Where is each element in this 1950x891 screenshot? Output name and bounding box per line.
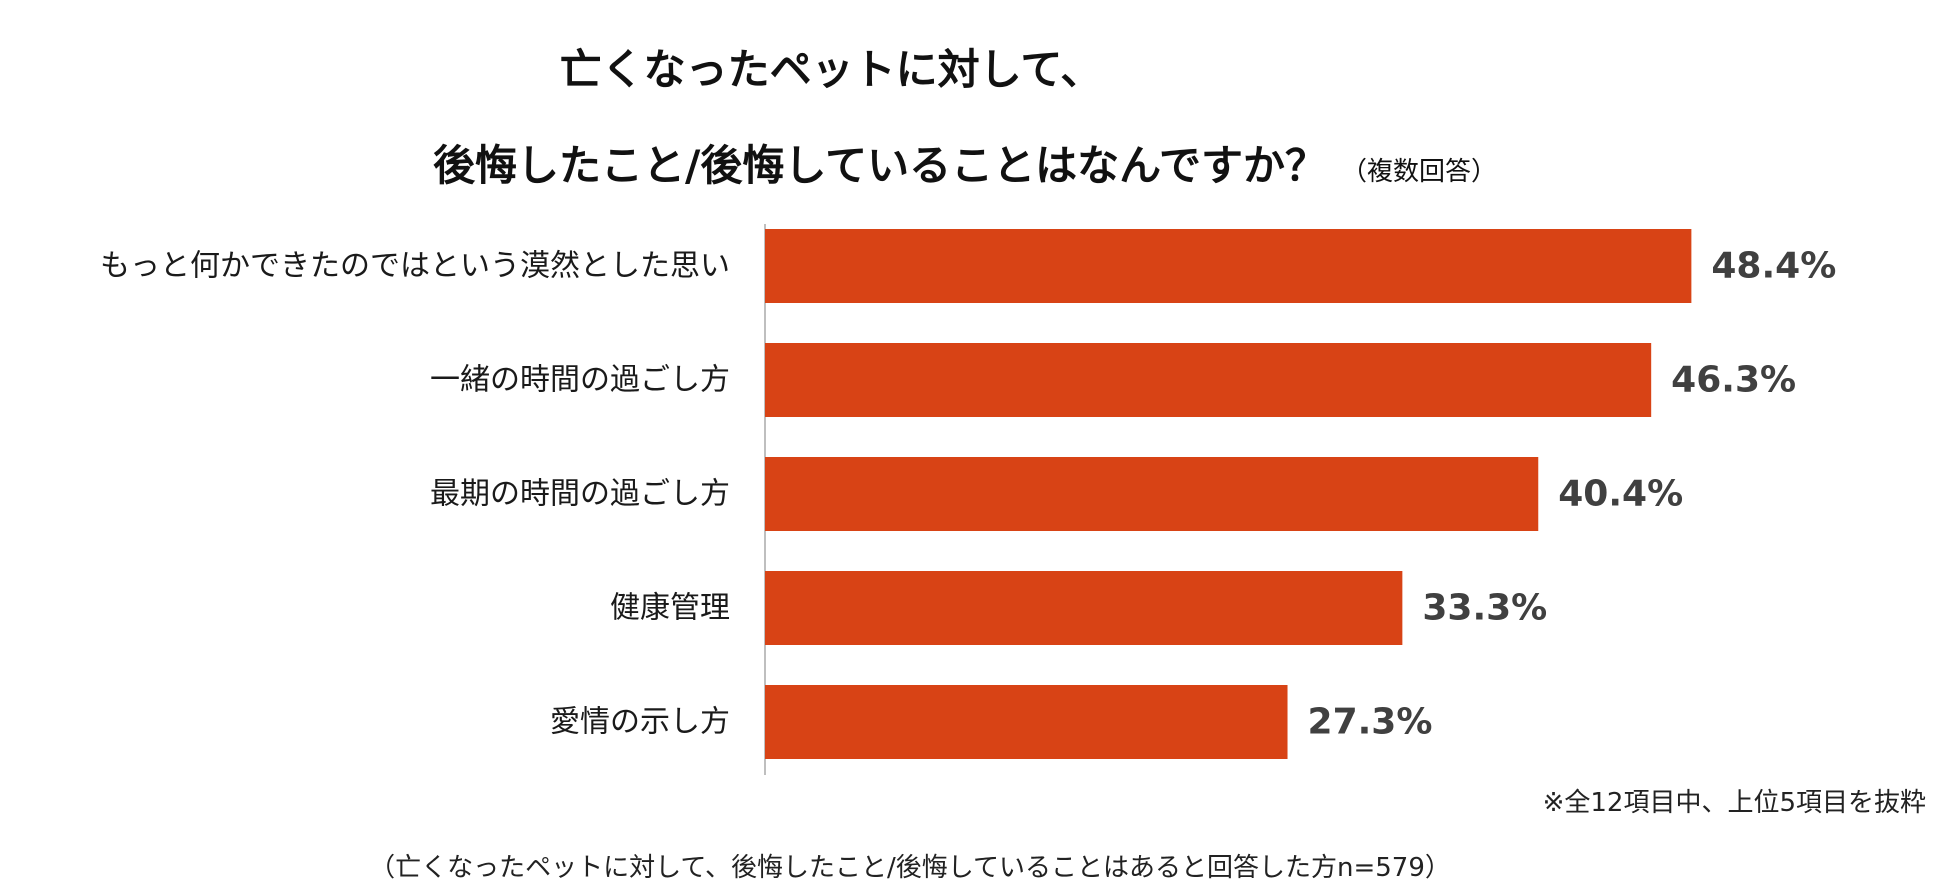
bar-5 [765,685,1288,759]
chart-title-suffix: （複数回答） [1340,157,1497,187]
footnote-top-items: ※全12項目中、上位5項目を抜粋 [1542,788,1926,818]
value-label-1: 48.4% [1711,246,1836,287]
footnote-sample-size: （亡くなったペットに対して、後悔したこと/後悔していることはあると回答した方n=… [369,853,1451,883]
value-label-4: 33.3% [1422,588,1547,629]
bar-2 [765,343,1652,417]
category-label-2: 一緒の時間の過ごし方 [430,363,730,398]
chart-title-line-1: 亡くなったペットに対して、 [559,45,1103,94]
bar-3 [765,457,1539,531]
category-label-1: もっと何かできたのではという漠然とした思い [100,249,730,284]
category-label-4: 健康管理 [610,591,730,626]
chart-title-line-2: 後悔したこと/後悔していることはなんですか？ （複数回答） [0,132,1950,193]
value-label-5: 27.3% [1308,702,1433,743]
category-label-3: 最期の時間の過ごし方 [430,477,730,512]
bar-1 [765,229,1692,303]
value-label-3: 40.4% [1558,474,1683,515]
bar-4 [765,571,1403,645]
chart-title-main: 後悔したこと/後悔していることはなんですか？ [433,141,1327,190]
value-label-2: 46.3% [1671,360,1796,401]
category-label-5: 愛情の示し方 [550,705,730,740]
